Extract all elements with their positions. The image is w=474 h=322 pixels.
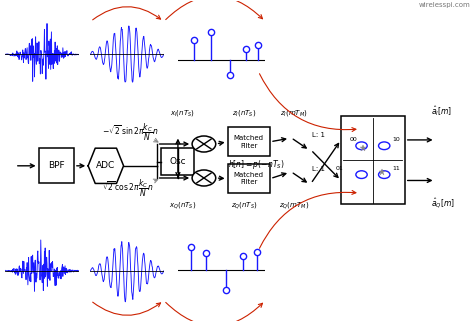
Bar xyxy=(161,148,194,175)
Circle shape xyxy=(192,170,216,186)
Text: L: 1: L: 1 xyxy=(312,166,325,172)
Text: Matched
Filter: Matched Filter xyxy=(234,135,264,148)
Circle shape xyxy=(379,171,390,178)
FancyArrowPatch shape xyxy=(93,302,161,315)
Text: $z_I(mT_M)$: $z_I(mT_M)$ xyxy=(280,108,308,118)
Polygon shape xyxy=(88,148,124,184)
Text: $-\sqrt{2}\,\sin 2\pi\dfrac{k_C}{N}n$: $-\sqrt{2}\,\sin 2\pi\dfrac{k_C}{N}n$ xyxy=(102,121,159,143)
FancyArrowPatch shape xyxy=(166,0,263,20)
Text: $\sqrt{2}\,\cos 2\pi\dfrac{k_C}{N}n$: $\sqrt{2}\,\cos 2\pi\dfrac{k_C}{N}n$ xyxy=(102,177,154,199)
Text: $h[n]=p(-nT_S)$: $h[n]=p(-nT_S)$ xyxy=(228,158,284,171)
Text: ADC: ADC xyxy=(96,161,116,170)
Bar xyxy=(228,164,270,193)
Text: 10: 10 xyxy=(393,137,401,142)
Text: BPF: BPF xyxy=(48,161,64,170)
Text: 11: 11 xyxy=(393,166,401,171)
Bar xyxy=(341,116,405,204)
Circle shape xyxy=(379,142,390,150)
Text: $z_Q(nT_S)$: $z_Q(nT_S)$ xyxy=(231,201,257,211)
Text: L: 1: L: 1 xyxy=(312,132,325,137)
Text: Osc: Osc xyxy=(170,157,186,166)
FancyArrowPatch shape xyxy=(166,302,263,322)
FancyArrowPatch shape xyxy=(93,7,161,20)
Text: $z_Q(mT_M)$: $z_Q(mT_M)$ xyxy=(279,201,309,211)
FancyArrowPatch shape xyxy=(259,74,356,131)
Text: Matched
Filter: Matched Filter xyxy=(234,172,264,185)
Text: $\hat{a}_I[m]$: $\hat{a}_I[m]$ xyxy=(431,104,452,118)
Circle shape xyxy=(356,142,367,150)
Text: $\hat{a}_Q[m]$: $\hat{a}_Q[m]$ xyxy=(431,197,455,212)
Circle shape xyxy=(192,136,216,152)
Text: wirelesspi.com: wirelesspi.com xyxy=(419,2,471,8)
Text: 00: 00 xyxy=(350,137,357,142)
FancyArrowPatch shape xyxy=(259,191,356,248)
Bar xyxy=(38,148,74,184)
Text: 01: 01 xyxy=(336,166,343,171)
Circle shape xyxy=(356,171,367,178)
Bar xyxy=(228,127,270,156)
Text: $z_I(nT_S)$: $z_I(nT_S)$ xyxy=(232,108,256,118)
Text: $x_I(nT_S)$: $x_I(nT_S)$ xyxy=(170,108,195,118)
Text: $x_Q(nT_S)$: $x_Q(nT_S)$ xyxy=(169,201,196,211)
